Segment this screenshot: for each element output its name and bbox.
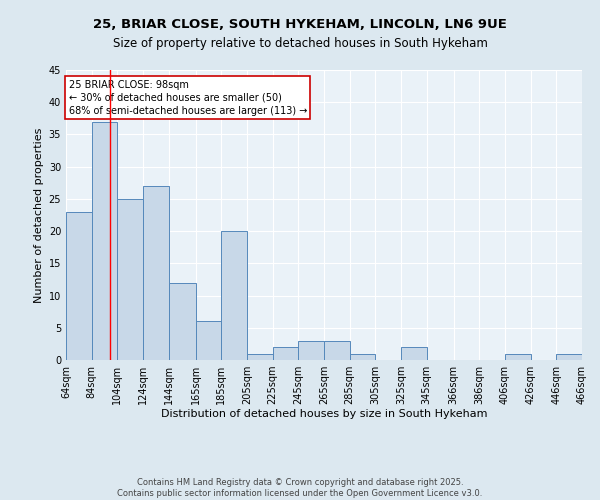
Bar xyxy=(118,199,143,360)
Bar xyxy=(143,186,169,360)
Text: 25, BRIAR CLOSE, SOUTH HYKEHAM, LINCOLN, LN6 9UE: 25, BRIAR CLOSE, SOUTH HYKEHAM, LINCOLN,… xyxy=(93,18,507,30)
Text: Size of property relative to detached houses in South Hykeham: Size of property relative to detached ho… xyxy=(113,38,487,51)
X-axis label: Distribution of detached houses by size in South Hykeham: Distribution of detached houses by size … xyxy=(161,408,487,418)
Bar xyxy=(298,340,324,360)
Bar xyxy=(66,212,92,360)
Bar xyxy=(272,347,298,360)
Bar xyxy=(247,354,272,360)
Y-axis label: Number of detached properties: Number of detached properties xyxy=(34,128,44,302)
Bar xyxy=(350,354,376,360)
Bar xyxy=(169,282,196,360)
Bar xyxy=(196,322,221,360)
Bar xyxy=(505,354,530,360)
Bar xyxy=(324,340,350,360)
Bar xyxy=(92,122,118,360)
Text: 25 BRIAR CLOSE: 98sqm
← 30% of detached houses are smaller (50)
68% of semi-deta: 25 BRIAR CLOSE: 98sqm ← 30% of detached … xyxy=(68,80,307,116)
Bar xyxy=(221,231,247,360)
Bar xyxy=(401,347,427,360)
Bar xyxy=(556,354,582,360)
Text: Contains HM Land Registry data © Crown copyright and database right 2025.
Contai: Contains HM Land Registry data © Crown c… xyxy=(118,478,482,498)
